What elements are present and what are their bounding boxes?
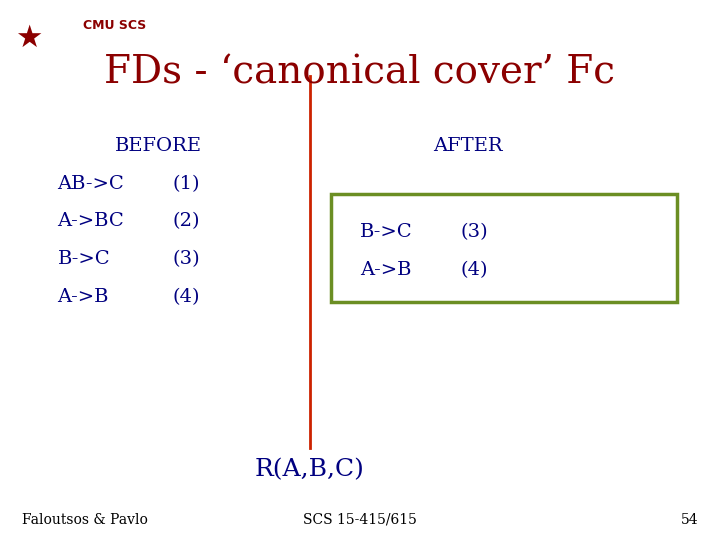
Text: BEFORE: BEFORE xyxy=(115,137,202,155)
Text: SCS 15-415/615: SCS 15-415/615 xyxy=(303,512,417,526)
Text: (4): (4) xyxy=(173,288,200,306)
Text: AFTER: AFTER xyxy=(433,137,503,155)
Text: (3): (3) xyxy=(461,223,488,241)
Text: FDs - ‘canonical cover’ Fc: FDs - ‘canonical cover’ Fc xyxy=(104,55,616,91)
Text: B->C: B->C xyxy=(360,223,413,241)
Text: A->B: A->B xyxy=(58,288,109,306)
Text: 54: 54 xyxy=(681,512,698,526)
Text: R(A,B,C): R(A,B,C) xyxy=(255,458,364,481)
Text: (1): (1) xyxy=(173,174,200,193)
Text: (2): (2) xyxy=(173,212,200,231)
FancyBboxPatch shape xyxy=(331,194,677,302)
Text: A->B: A->B xyxy=(360,261,412,279)
Text: A->BC: A->BC xyxy=(58,212,125,231)
Text: CMU SCS: CMU SCS xyxy=(83,19,146,32)
Text: (3): (3) xyxy=(173,250,200,268)
Text: Faloutsos & Pavlo: Faloutsos & Pavlo xyxy=(22,512,148,526)
Text: AB->C: AB->C xyxy=(58,174,125,193)
Text: B->C: B->C xyxy=(58,250,110,268)
Text: (4): (4) xyxy=(461,261,488,279)
Text: ★: ★ xyxy=(15,24,42,53)
